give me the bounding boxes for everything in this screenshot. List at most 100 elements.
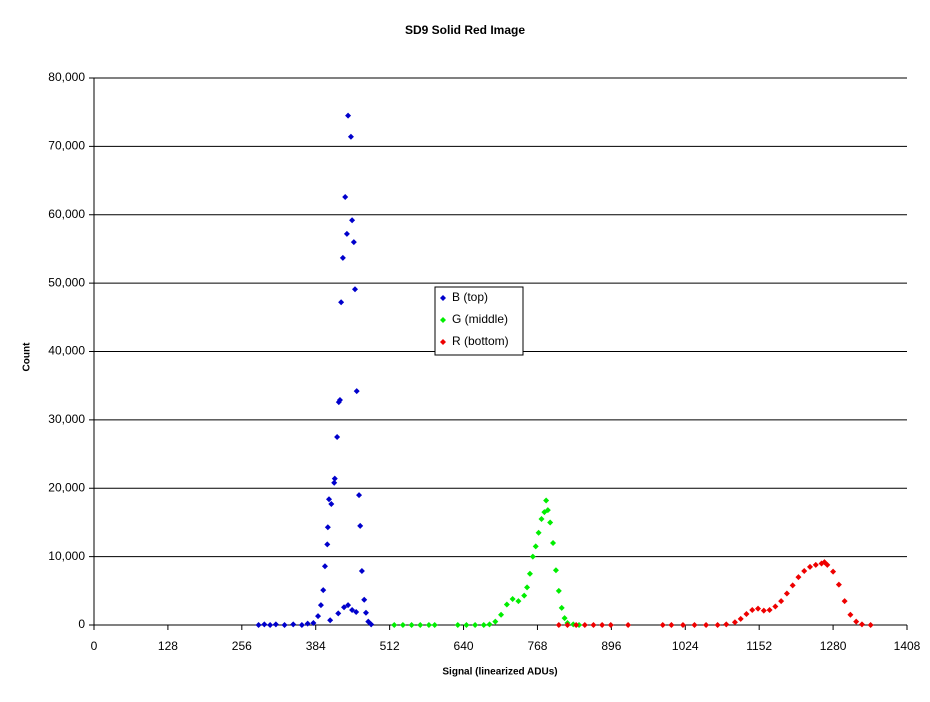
point: [789, 582, 796, 589]
point: [324, 541, 331, 548]
point: [659, 622, 666, 628]
point: [564, 622, 571, 628]
point: [399, 622, 406, 628]
point: [298, 622, 305, 628]
point: [425, 622, 432, 628]
point: [331, 475, 338, 482]
point: [317, 602, 324, 609]
point: [350, 239, 357, 246]
point: [351, 286, 358, 293]
point: [336, 397, 343, 404]
point: [714, 622, 721, 628]
x-tick-label: 1152: [746, 639, 772, 653]
point: [737, 615, 744, 622]
point: [812, 561, 819, 568]
point: [766, 606, 773, 613]
y-tick-label: 40,000: [48, 344, 85, 358]
point: [625, 622, 632, 628]
point: [463, 622, 470, 628]
point: [806, 563, 813, 570]
point: [357, 522, 364, 529]
point: [349, 217, 356, 224]
chart-title: SD9 Solid Red Image: [405, 23, 525, 37]
point: [743, 611, 750, 618]
x-tick-label: 1024: [672, 639, 699, 653]
point: [310, 619, 317, 626]
point: [772, 603, 779, 610]
point: [261, 621, 268, 628]
point: [368, 621, 375, 628]
point: [555, 587, 562, 594]
point: [538, 516, 545, 523]
point: [867, 622, 874, 628]
point: [408, 622, 415, 628]
point: [358, 567, 365, 574]
legend-label: G (middle): [452, 312, 508, 326]
x-tick-label: 1280: [820, 639, 847, 653]
y-tick-label: 50,000: [48, 275, 85, 289]
point: [544, 507, 551, 514]
point: [853, 618, 860, 625]
point: [353, 609, 360, 616]
point: [391, 622, 398, 628]
point: [334, 433, 341, 440]
point: [321, 563, 328, 570]
point: [339, 254, 346, 261]
x-tick-label: 512: [380, 639, 400, 653]
point: [515, 598, 522, 605]
point: [841, 598, 848, 605]
point: [824, 561, 831, 568]
y-tick-label: 30,000: [48, 412, 85, 426]
point: [801, 567, 808, 574]
point: [524, 584, 531, 591]
legend-marker: [440, 317, 446, 323]
point: [315, 613, 322, 620]
point: [778, 598, 785, 605]
x-tick-label: 384: [306, 639, 326, 653]
x-tick-label: 0: [91, 639, 98, 653]
point: [541, 509, 548, 516]
point: [492, 618, 499, 625]
point: [290, 621, 297, 628]
point: [795, 574, 802, 581]
point: [547, 519, 554, 526]
y-tick-label: 80,000: [48, 70, 85, 84]
point: [830, 568, 837, 575]
point: [345, 602, 352, 609]
point: [723, 621, 730, 628]
point: [590, 622, 597, 628]
point: [267, 622, 274, 628]
point: [328, 500, 335, 507]
y-tick-label: 60,000: [48, 207, 85, 221]
point: [679, 622, 686, 628]
point: [338, 299, 345, 306]
point: [417, 622, 424, 628]
point: [535, 529, 542, 536]
point: [362, 609, 369, 616]
x-tick-label: 128: [158, 639, 178, 653]
point: [343, 230, 350, 237]
point: [521, 592, 528, 599]
point: [703, 622, 710, 628]
point: [532, 543, 539, 550]
point: [327, 617, 334, 624]
point: [480, 622, 487, 628]
point: [331, 479, 338, 486]
point: [731, 619, 738, 626]
point: [550, 539, 557, 546]
point: [498, 611, 505, 618]
point: [760, 607, 767, 614]
point: [324, 524, 331, 531]
x-axis-label: Signal (linearized ADUs): [442, 667, 557, 678]
point: [783, 590, 790, 597]
point: [454, 622, 461, 628]
point: [558, 604, 565, 611]
point: [543, 497, 550, 504]
point: [561, 615, 568, 622]
point: [345, 112, 352, 119]
point: [335, 610, 342, 617]
point: [847, 611, 854, 618]
point: [503, 601, 510, 608]
legend-label: B (top): [452, 290, 488, 304]
